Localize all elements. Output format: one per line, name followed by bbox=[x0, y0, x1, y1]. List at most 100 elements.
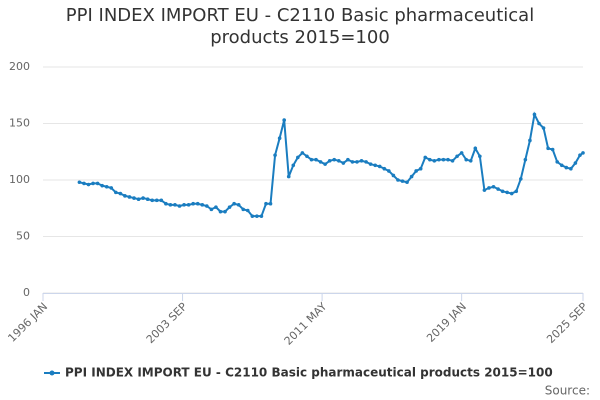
data-point bbox=[286, 174, 291, 179]
data-point bbox=[95, 181, 100, 186]
data-point bbox=[573, 161, 578, 165]
data-point bbox=[578, 153, 582, 157]
data-point bbox=[450, 158, 455, 163]
data-point bbox=[528, 138, 532, 143]
data-point bbox=[318, 160, 323, 164]
data-point bbox=[555, 160, 560, 164]
x-tick-label: 2025 SEP bbox=[544, 300, 590, 346]
data-point bbox=[91, 181, 95, 186]
data-point bbox=[173, 203, 177, 207]
data-point bbox=[186, 203, 191, 207]
data-point bbox=[400, 179, 405, 183]
data-point bbox=[432, 158, 437, 163]
y-tick-label: 0 bbox=[23, 286, 30, 299]
data-point bbox=[496, 187, 500, 191]
data-point bbox=[514, 189, 519, 194]
data-point bbox=[214, 205, 218, 209]
data-point bbox=[296, 155, 300, 160]
data-point bbox=[377, 164, 382, 169]
data-point bbox=[414, 169, 418, 173]
data-point bbox=[86, 182, 91, 187]
data-point bbox=[132, 196, 136, 200]
y-tick-label: 150 bbox=[9, 117, 30, 130]
legend-label: PPI INDEX IMPORT EU - C2110 Basic pharma… bbox=[65, 366, 553, 380]
data-point bbox=[396, 178, 400, 182]
data-point bbox=[182, 203, 186, 207]
data-point bbox=[273, 153, 277, 157]
data-point bbox=[177, 204, 182, 208]
data-point bbox=[505, 190, 509, 195]
data-point bbox=[391, 173, 396, 178]
x-tick-label: 2019 JAN bbox=[424, 300, 469, 345]
data-point bbox=[459, 151, 464, 155]
data-point bbox=[423, 155, 428, 160]
data-point bbox=[559, 163, 564, 168]
data-point bbox=[77, 180, 82, 185]
data-point bbox=[191, 201, 195, 206]
data-point bbox=[154, 198, 159, 203]
data-point bbox=[581, 151, 585, 155]
data-point bbox=[550, 147, 555, 152]
x-tick-label: 2003 SEP bbox=[144, 300, 190, 346]
data-point bbox=[141, 196, 145, 200]
data-point bbox=[127, 195, 132, 199]
x-tick-label: 2011 MAY bbox=[282, 300, 330, 348]
data-point bbox=[323, 162, 327, 166]
data-point bbox=[350, 160, 355, 164]
data-point bbox=[473, 146, 478, 151]
data-point bbox=[446, 157, 450, 162]
data-point bbox=[405, 180, 409, 185]
series-line bbox=[79, 111, 584, 218]
data-point bbox=[336, 158, 341, 163]
data-point bbox=[332, 157, 337, 162]
data-point bbox=[359, 158, 364, 163]
y-tick-label: 50 bbox=[16, 230, 30, 243]
data-point bbox=[532, 112, 537, 117]
data-point bbox=[245, 208, 250, 213]
data-point bbox=[523, 157, 528, 162]
data-point bbox=[441, 157, 446, 162]
data-point bbox=[382, 166, 387, 171]
data-point bbox=[168, 203, 173, 207]
data-point bbox=[195, 201, 200, 206]
data-point bbox=[482, 188, 487, 192]
data-point bbox=[373, 163, 377, 168]
data-point bbox=[509, 191, 514, 196]
data-point bbox=[291, 163, 296, 168]
data-point bbox=[227, 205, 232, 209]
data-point bbox=[255, 214, 259, 218]
data-point bbox=[541, 126, 546, 130]
data-point bbox=[368, 162, 373, 166]
data-point bbox=[150, 198, 155, 203]
data-point bbox=[455, 154, 459, 159]
data-point bbox=[241, 207, 246, 212]
data-point bbox=[82, 181, 86, 186]
data-point bbox=[200, 203, 205, 207]
data-point bbox=[100, 183, 104, 188]
data-point bbox=[546, 146, 550, 151]
data-point bbox=[346, 157, 350, 162]
data-point bbox=[223, 209, 227, 214]
data-point bbox=[314, 157, 318, 162]
data-point bbox=[519, 177, 523, 181]
data-point bbox=[487, 186, 491, 190]
data-point bbox=[478, 154, 482, 159]
data-point bbox=[327, 158, 332, 163]
legend-marker bbox=[49, 370, 55, 376]
data-point bbox=[123, 194, 127, 198]
data-point bbox=[118, 191, 123, 196]
data-point bbox=[305, 154, 309, 159]
data-point bbox=[114, 190, 118, 195]
y-tick-label: 200 bbox=[9, 60, 30, 73]
data-point bbox=[236, 203, 241, 207]
data-point bbox=[409, 174, 414, 179]
data-point bbox=[341, 161, 346, 165]
data-point bbox=[355, 160, 359, 164]
y-tick-label: 100 bbox=[9, 173, 30, 186]
data-point bbox=[282, 118, 286, 122]
data-point bbox=[264, 201, 268, 206]
data-point bbox=[218, 209, 223, 214]
data-point bbox=[145, 197, 150, 202]
